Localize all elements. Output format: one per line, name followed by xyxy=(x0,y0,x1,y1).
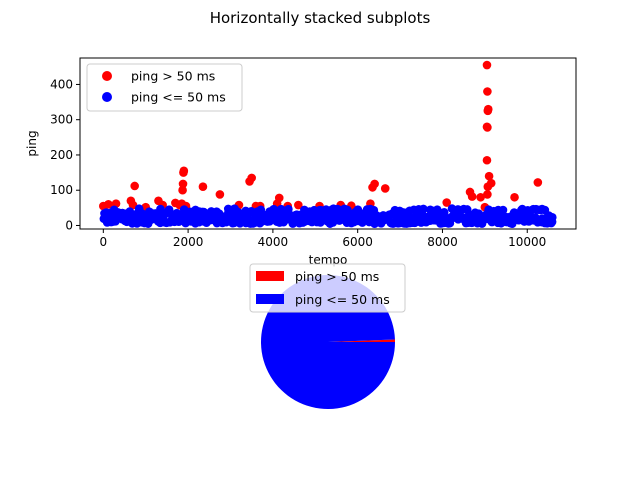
scatter-point-high xyxy=(370,179,379,189)
scatter-point-high xyxy=(483,104,493,114)
scatter-y-axis-label: ping xyxy=(25,130,39,156)
y-tick-label: 100 xyxy=(50,183,73,197)
scatter-point-high xyxy=(482,60,492,70)
scatter-legend: ping > 50 ms ping <= 50 ms xyxy=(86,63,243,112)
scatter-point-low xyxy=(547,217,557,227)
scatter-point-high xyxy=(104,200,113,209)
pie-legend: ping > 50 ms ping <= 50 ms xyxy=(249,263,406,313)
scatter-point-high xyxy=(198,182,208,191)
scatter-point-high xyxy=(484,171,494,181)
legend-marker-low xyxy=(102,92,112,102)
scatter-point-high xyxy=(130,181,139,191)
legend-label-high: ping > 50 ms xyxy=(131,69,215,84)
pie-legend-label-high: ping > 50 ms xyxy=(295,269,379,284)
figure-title: Horizontally stacked subplots xyxy=(210,9,431,27)
x-tick-label: 0 xyxy=(99,235,107,249)
x-tick-label: 6000 xyxy=(342,235,373,249)
legend-marker-high xyxy=(102,71,112,81)
scatter-point-low xyxy=(247,206,256,216)
scatter-x-ticks: 0 2000 4000 6000 8000 10000 xyxy=(99,229,546,249)
scatter-point-high xyxy=(476,192,485,202)
pie-legend-box xyxy=(249,263,406,313)
scatter-point-high xyxy=(380,184,390,193)
scatter-point-high xyxy=(467,192,477,201)
scatter-y-ticks: 0 100 200 300 400 xyxy=(50,77,80,232)
scatter-point-high xyxy=(482,155,492,165)
x-tick-label: 10000 xyxy=(508,235,546,249)
y-tick-label: 400 xyxy=(50,77,73,91)
scatter-legend-box xyxy=(86,63,243,112)
pie-legend-swatch-high xyxy=(256,271,284,281)
scatter-point-high xyxy=(483,123,492,132)
scatter-point-low xyxy=(419,204,428,214)
pie-legend-swatch-low xyxy=(256,294,284,304)
scatter-marks xyxy=(99,60,557,228)
x-tick-label: 2000 xyxy=(173,235,204,249)
scatter-point-high xyxy=(486,178,496,188)
scatter-point-high xyxy=(247,173,256,183)
scatter-point-high xyxy=(179,166,189,176)
x-tick-label: 4000 xyxy=(258,235,289,249)
legend-label-low: ping <= 50 ms xyxy=(131,90,226,105)
scatter-point-high xyxy=(533,178,543,187)
scatter-point-high xyxy=(178,179,188,189)
pie-legend-label-low: ping <= 50 ms xyxy=(295,292,390,307)
pie-slice xyxy=(328,339,395,342)
scatter-point-high xyxy=(483,87,492,96)
pie-axes: ping > 50 ms ping <= 50 ms xyxy=(249,263,406,409)
scatter-frame xyxy=(79,57,577,230)
scatter-point-high xyxy=(510,192,519,202)
scatter-point-low xyxy=(498,205,508,215)
scatter-point-high xyxy=(294,200,303,210)
scatter-point-high xyxy=(483,190,492,199)
scatter-point-high xyxy=(274,193,284,203)
scatter-point-high xyxy=(215,190,225,199)
scatter-point-high xyxy=(178,185,187,195)
y-tick-label: 0 xyxy=(65,218,73,232)
y-tick-label: 300 xyxy=(50,113,73,127)
scatter-point-high xyxy=(442,198,452,207)
x-tick-label: 8000 xyxy=(427,235,458,249)
y-tick-label: 200 xyxy=(50,148,73,162)
